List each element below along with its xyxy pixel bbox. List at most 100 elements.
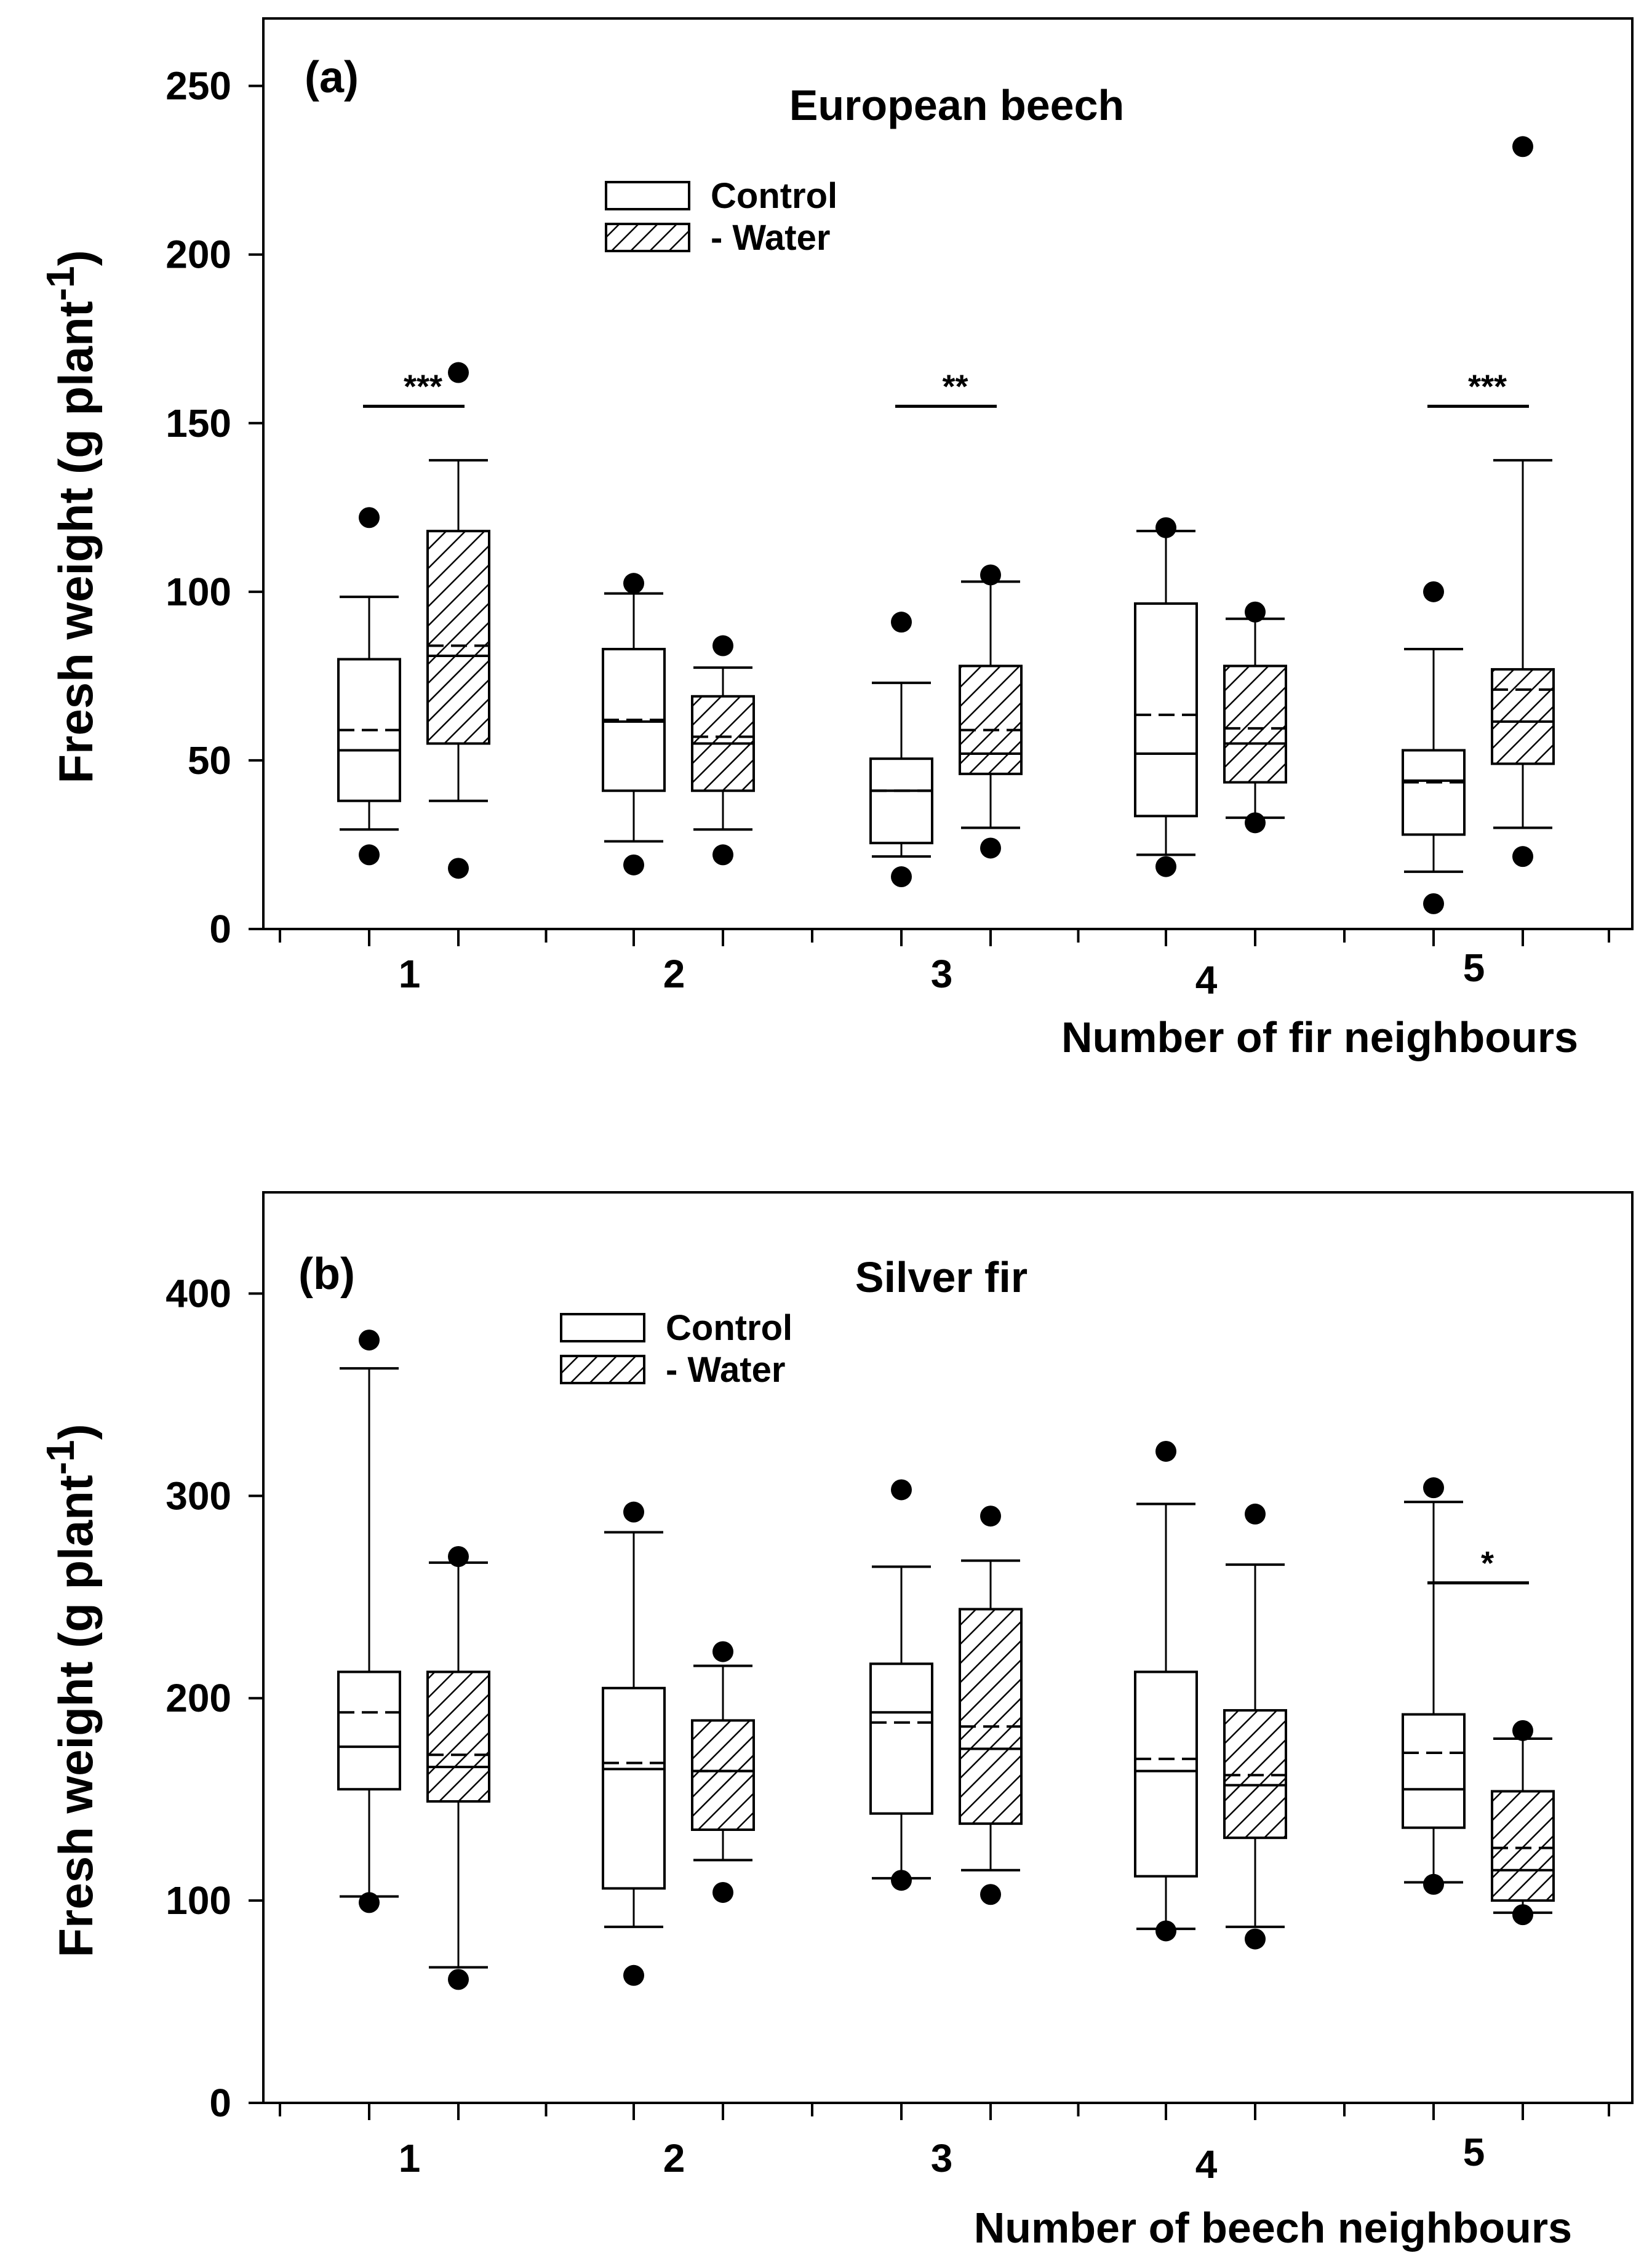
legend-swatch-water bbox=[560, 1355, 645, 1384]
significance-label: *** bbox=[1468, 368, 1507, 405]
outlier-point bbox=[1512, 846, 1533, 867]
x-tick-label: 4 bbox=[1195, 958, 1218, 1002]
box-body bbox=[426, 530, 490, 745]
box-body bbox=[426, 1670, 490, 1803]
legend-swatch-water bbox=[605, 223, 690, 252]
x-tick-label: 1 bbox=[399, 2136, 421, 2180]
legend: Control- Water bbox=[560, 1308, 792, 1390]
y-tick-label: 50 bbox=[188, 738, 231, 783]
outlier-point bbox=[623, 854, 644, 875]
chart-title: European beech bbox=[789, 81, 1125, 129]
box-control-2 bbox=[602, 573, 666, 875]
outlier-point bbox=[448, 1546, 469, 1567]
panel-a: 0 50 100 150 200 250 1 2 3 4 5 Number of fir neighb… bbox=[38, 17, 1634, 1061]
y-tick-label: 0 bbox=[209, 907, 231, 951]
significance-label: ** bbox=[942, 368, 968, 405]
outlier-point bbox=[623, 573, 644, 594]
outlier-point bbox=[1155, 1440, 1176, 1462]
box-body bbox=[869, 1662, 933, 1815]
box-body bbox=[337, 1670, 401, 1791]
box-control-3 bbox=[869, 612, 933, 888]
x-tick-label: 5 bbox=[1463, 946, 1485, 990]
box-control-1 bbox=[337, 507, 401, 866]
box-body bbox=[1402, 1713, 1466, 1829]
outlier-point bbox=[623, 1501, 644, 1523]
box-control-4 bbox=[1134, 517, 1198, 877]
significance-label: * bbox=[1481, 1545, 1494, 1582]
x-tick-label: 3 bbox=[931, 2136, 953, 2180]
box-water-4 bbox=[1223, 1503, 1287, 1950]
outlier-point bbox=[448, 1969, 469, 1990]
box-control-4 bbox=[1134, 1440, 1198, 1942]
y-tick-label: 0 bbox=[209, 2081, 231, 2125]
x-tick-label: 5 bbox=[1463, 2130, 1485, 2174]
y-tick-label: 300 bbox=[166, 1473, 231, 1518]
outlier-point bbox=[359, 844, 380, 866]
x-tick-label: 3 bbox=[931, 952, 953, 996]
outlier-point bbox=[980, 1884, 1001, 1905]
box-water-5 bbox=[1491, 136, 1555, 867]
outlier-point bbox=[712, 1641, 733, 1662]
x-tick-label: 4 bbox=[1195, 2142, 1218, 2187]
box-water-2 bbox=[691, 1641, 755, 1903]
panel-label: (b) bbox=[298, 1250, 355, 1299]
box-body bbox=[959, 1608, 1023, 1825]
y-tick-label: 100 bbox=[166, 570, 231, 614]
outlier-point bbox=[891, 1870, 912, 1891]
outlier-point bbox=[891, 866, 912, 888]
plot-frame bbox=[262, 17, 1634, 930]
outlier-point bbox=[359, 507, 380, 528]
outlier-point bbox=[1512, 136, 1533, 158]
box-body bbox=[869, 757, 933, 845]
outlier-point bbox=[1512, 1904, 1533, 1926]
box-water-2 bbox=[691, 635, 755, 866]
outlier-point bbox=[1155, 517, 1176, 538]
box-body bbox=[1134, 602, 1198, 818]
y-axis-label: Fresh weight (g plant-1) bbox=[38, 1424, 103, 1957]
outlier-point bbox=[359, 1892, 380, 1913]
box-water-3 bbox=[959, 1505, 1023, 1905]
x-tick-label: 2 bbox=[663, 952, 685, 996]
outlier-point bbox=[712, 1881, 733, 1903]
box-water-4 bbox=[1223, 601, 1287, 834]
box-body bbox=[1491, 1790, 1555, 1902]
chart-title: Silver fir bbox=[855, 1253, 1028, 1301]
box-body bbox=[1491, 668, 1555, 765]
box-body bbox=[959, 664, 1023, 775]
legend: Control- Water bbox=[605, 176, 837, 258]
significance-label: *** bbox=[404, 368, 442, 405]
x-tick-label: 2 bbox=[663, 2136, 685, 2180]
y-axis-label: Fresh weight (g plant-1) bbox=[38, 250, 103, 783]
outlier-point bbox=[1423, 581, 1444, 602]
y-tick-label: 100 bbox=[166, 1878, 231, 1923]
outlier-point bbox=[1245, 601, 1266, 623]
box-control-2 bbox=[602, 1501, 666, 1986]
outlier-point bbox=[1245, 1928, 1266, 1950]
y-tick-label: 200 bbox=[166, 1676, 231, 1720]
box-water-3 bbox=[959, 564, 1023, 859]
outlier-point bbox=[1423, 1873, 1444, 1895]
box-body bbox=[1223, 664, 1287, 784]
outlier-point bbox=[980, 1505, 1001, 1527]
legend-label: Control bbox=[666, 1308, 792, 1348]
box-water-1 bbox=[426, 1546, 490, 1990]
outlier-point bbox=[712, 635, 733, 656]
outlier-point bbox=[1245, 1503, 1266, 1525]
panel-b: 0 100 200 300 400 1 2 3 4 5 Number of beech neighb… bbox=[38, 1191, 1634, 2252]
outlier-point bbox=[448, 858, 469, 879]
x-axis-label: Number of fir neighbours bbox=[1061, 1013, 1578, 1061]
box-control-3 bbox=[869, 1479, 933, 1891]
legend-swatch-control bbox=[560, 1313, 645, 1342]
outlier-point bbox=[980, 837, 1001, 859]
outlier-point bbox=[1155, 1920, 1176, 1942]
plot-frame bbox=[262, 1191, 1634, 2104]
outlier-point bbox=[448, 362, 469, 383]
outlier-point bbox=[1512, 1720, 1533, 1741]
legend-label: Control bbox=[711, 176, 837, 216]
outlier-point bbox=[891, 1479, 912, 1501]
outlier-point bbox=[712, 844, 733, 866]
outlier-point bbox=[1423, 1477, 1444, 1499]
outlier-point bbox=[1423, 893, 1444, 914]
legend-swatch-control bbox=[605, 181, 690, 210]
